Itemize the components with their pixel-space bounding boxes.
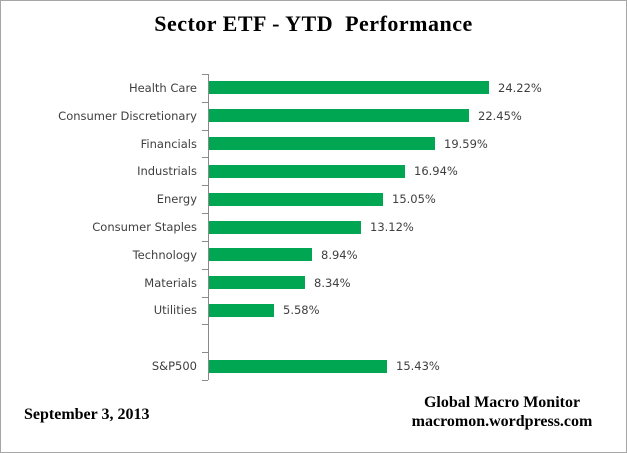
axis-tick	[202, 297, 208, 298]
value-label: 8.94%	[321, 248, 358, 262]
category-label: Technology	[132, 248, 197, 262]
category-label: Industrials	[137, 164, 197, 178]
category-label: Consumer Staples	[92, 220, 197, 234]
value-label: 24.22%	[498, 81, 542, 95]
value-label: 19.59%	[444, 137, 488, 151]
bar-energy	[209, 193, 383, 206]
source-url: macromon.wordpress.com	[411, 413, 593, 430]
date-label: September 3, 2013	[24, 406, 150, 423]
bar-materials	[209, 276, 305, 289]
value-label: 16.94%	[414, 164, 458, 178]
axis-tick	[202, 74, 208, 75]
source-name: Global Macro Monitor	[423, 394, 581, 411]
value-label: 15.43%	[396, 359, 440, 373]
value-label: 22.45%	[478, 109, 522, 123]
category-label: Energy	[156, 192, 197, 206]
value-label: 8.34%	[314, 276, 351, 290]
category-label: Materials	[144, 276, 197, 290]
axis-tick	[202, 352, 208, 353]
source-attribution: Global Macro Monitor macromon.wordpress.…	[386, 393, 618, 431]
bar-s-p500	[209, 360, 387, 373]
category-label: Consumer Discretionary	[58, 109, 197, 123]
bar-industrials	[209, 165, 405, 178]
category-label	[1, 330, 197, 346]
axis-tick	[202, 241, 208, 242]
axis-tick	[202, 185, 208, 186]
axis-tick	[202, 157, 208, 158]
bar-utilities	[209, 304, 274, 317]
bar-technology	[209, 248, 312, 261]
category-label: Financials	[140, 137, 197, 151]
category-label: Health Care	[128, 81, 197, 95]
axis-tick	[202, 130, 208, 131]
bar-consumer-discretionary	[209, 109, 469, 122]
chart-title: Sector ETF - YTD Performance	[154, 11, 473, 36]
category-label: Utilities	[153, 303, 197, 317]
bar-financials	[209, 137, 435, 150]
bar-health-care	[209, 81, 489, 94]
bar-consumer-staples	[209, 221, 361, 234]
axis-tick	[202, 102, 208, 103]
axis-tick	[202, 213, 208, 214]
y-axis-line	[208, 74, 209, 380]
axis-tick	[202, 269, 208, 270]
axis-tick	[202, 324, 208, 325]
value-label: 13.12%	[370, 220, 414, 234]
value-label: 5.58%	[283, 303, 320, 317]
value-label: 15.05%	[392, 192, 436, 206]
axis-tick	[202, 380, 208, 381]
category-label: S&P500	[151, 359, 197, 373]
